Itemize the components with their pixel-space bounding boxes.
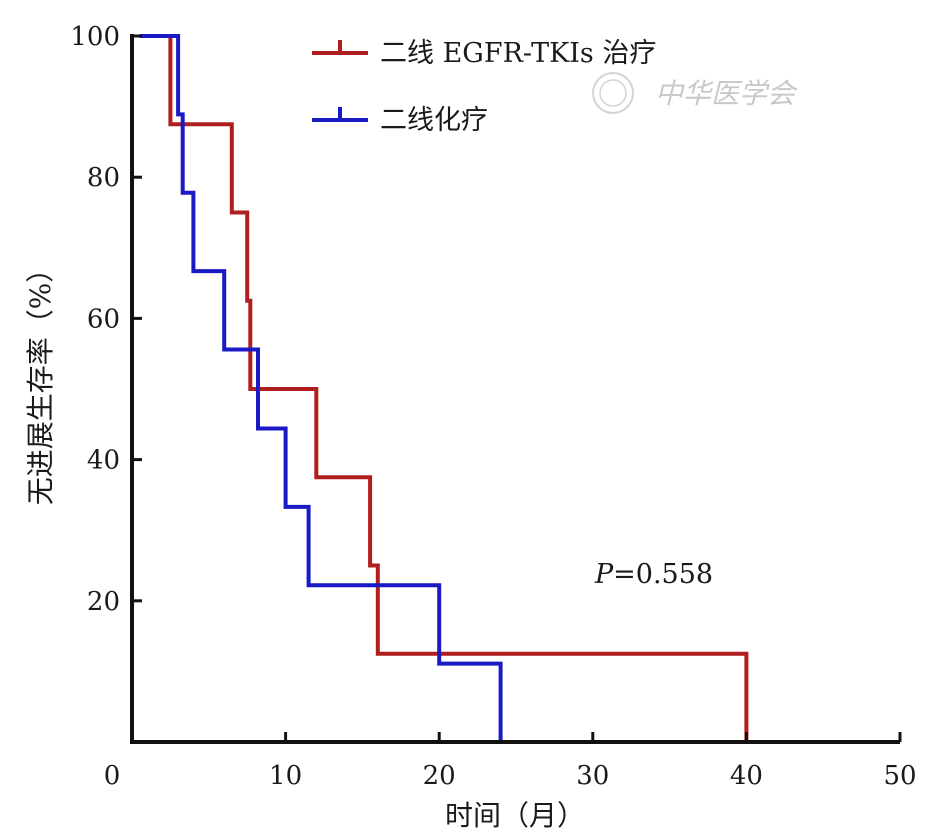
p-value-symbol: P	[594, 559, 614, 590]
legend: 二线 EGFR-TKIs 治疗 二线化疗	[312, 38, 656, 136]
p-value-text: =0.558	[613, 559, 713, 590]
legend-entry-series-1: 二线 EGFR-TKIs 治疗	[312, 38, 656, 69]
legend-entry-series-2: 二线化疗	[312, 105, 488, 136]
x-axis-title: 时间（月）	[445, 799, 585, 832]
x-tick-label-10: 10	[269, 761, 302, 791]
x-tick-label-50: 50	[883, 761, 916, 791]
legend-label-series-1: 二线 EGFR-TKIs 治疗	[380, 38, 656, 69]
y-tick-label-60: 60	[87, 304, 120, 334]
y-tick-label-100: 100	[70, 22, 120, 52]
p-value-annotation: P=0.558	[594, 559, 713, 590]
plot-area: 0 10 20 30 40 50 20 40 60 80 100	[70, 22, 916, 791]
legend-label-series-2: 二线化疗	[380, 105, 488, 136]
x-tick-label-20: 20	[423, 761, 456, 791]
watermark-text: 中华医学会	[655, 77, 798, 110]
y-axis-title: 无进展生存率（%）	[24, 255, 57, 506]
y-tick-label-20: 20	[87, 587, 120, 617]
x-tick-label-40: 40	[730, 761, 763, 791]
watermark-seal-icon	[592, 72, 634, 114]
axes-layer	[130, 34, 900, 744]
x-tick-label-30: 30	[576, 761, 609, 791]
series-line-1	[139, 34, 749, 742]
watermark-seal-inner-icon	[599, 79, 627, 107]
y-tick-label-80: 80	[87, 163, 120, 193]
ticks-layer: 0 10 20 30 40 50 20 40 60 80 100	[70, 22, 916, 791]
series-layer	[139, 34, 749, 742]
series-line-2	[139, 34, 503, 742]
x-tick-label-0: 0	[104, 761, 121, 791]
watermark: 中华医学会	[592, 72, 798, 114]
y-tick-label-40: 40	[87, 446, 120, 476]
